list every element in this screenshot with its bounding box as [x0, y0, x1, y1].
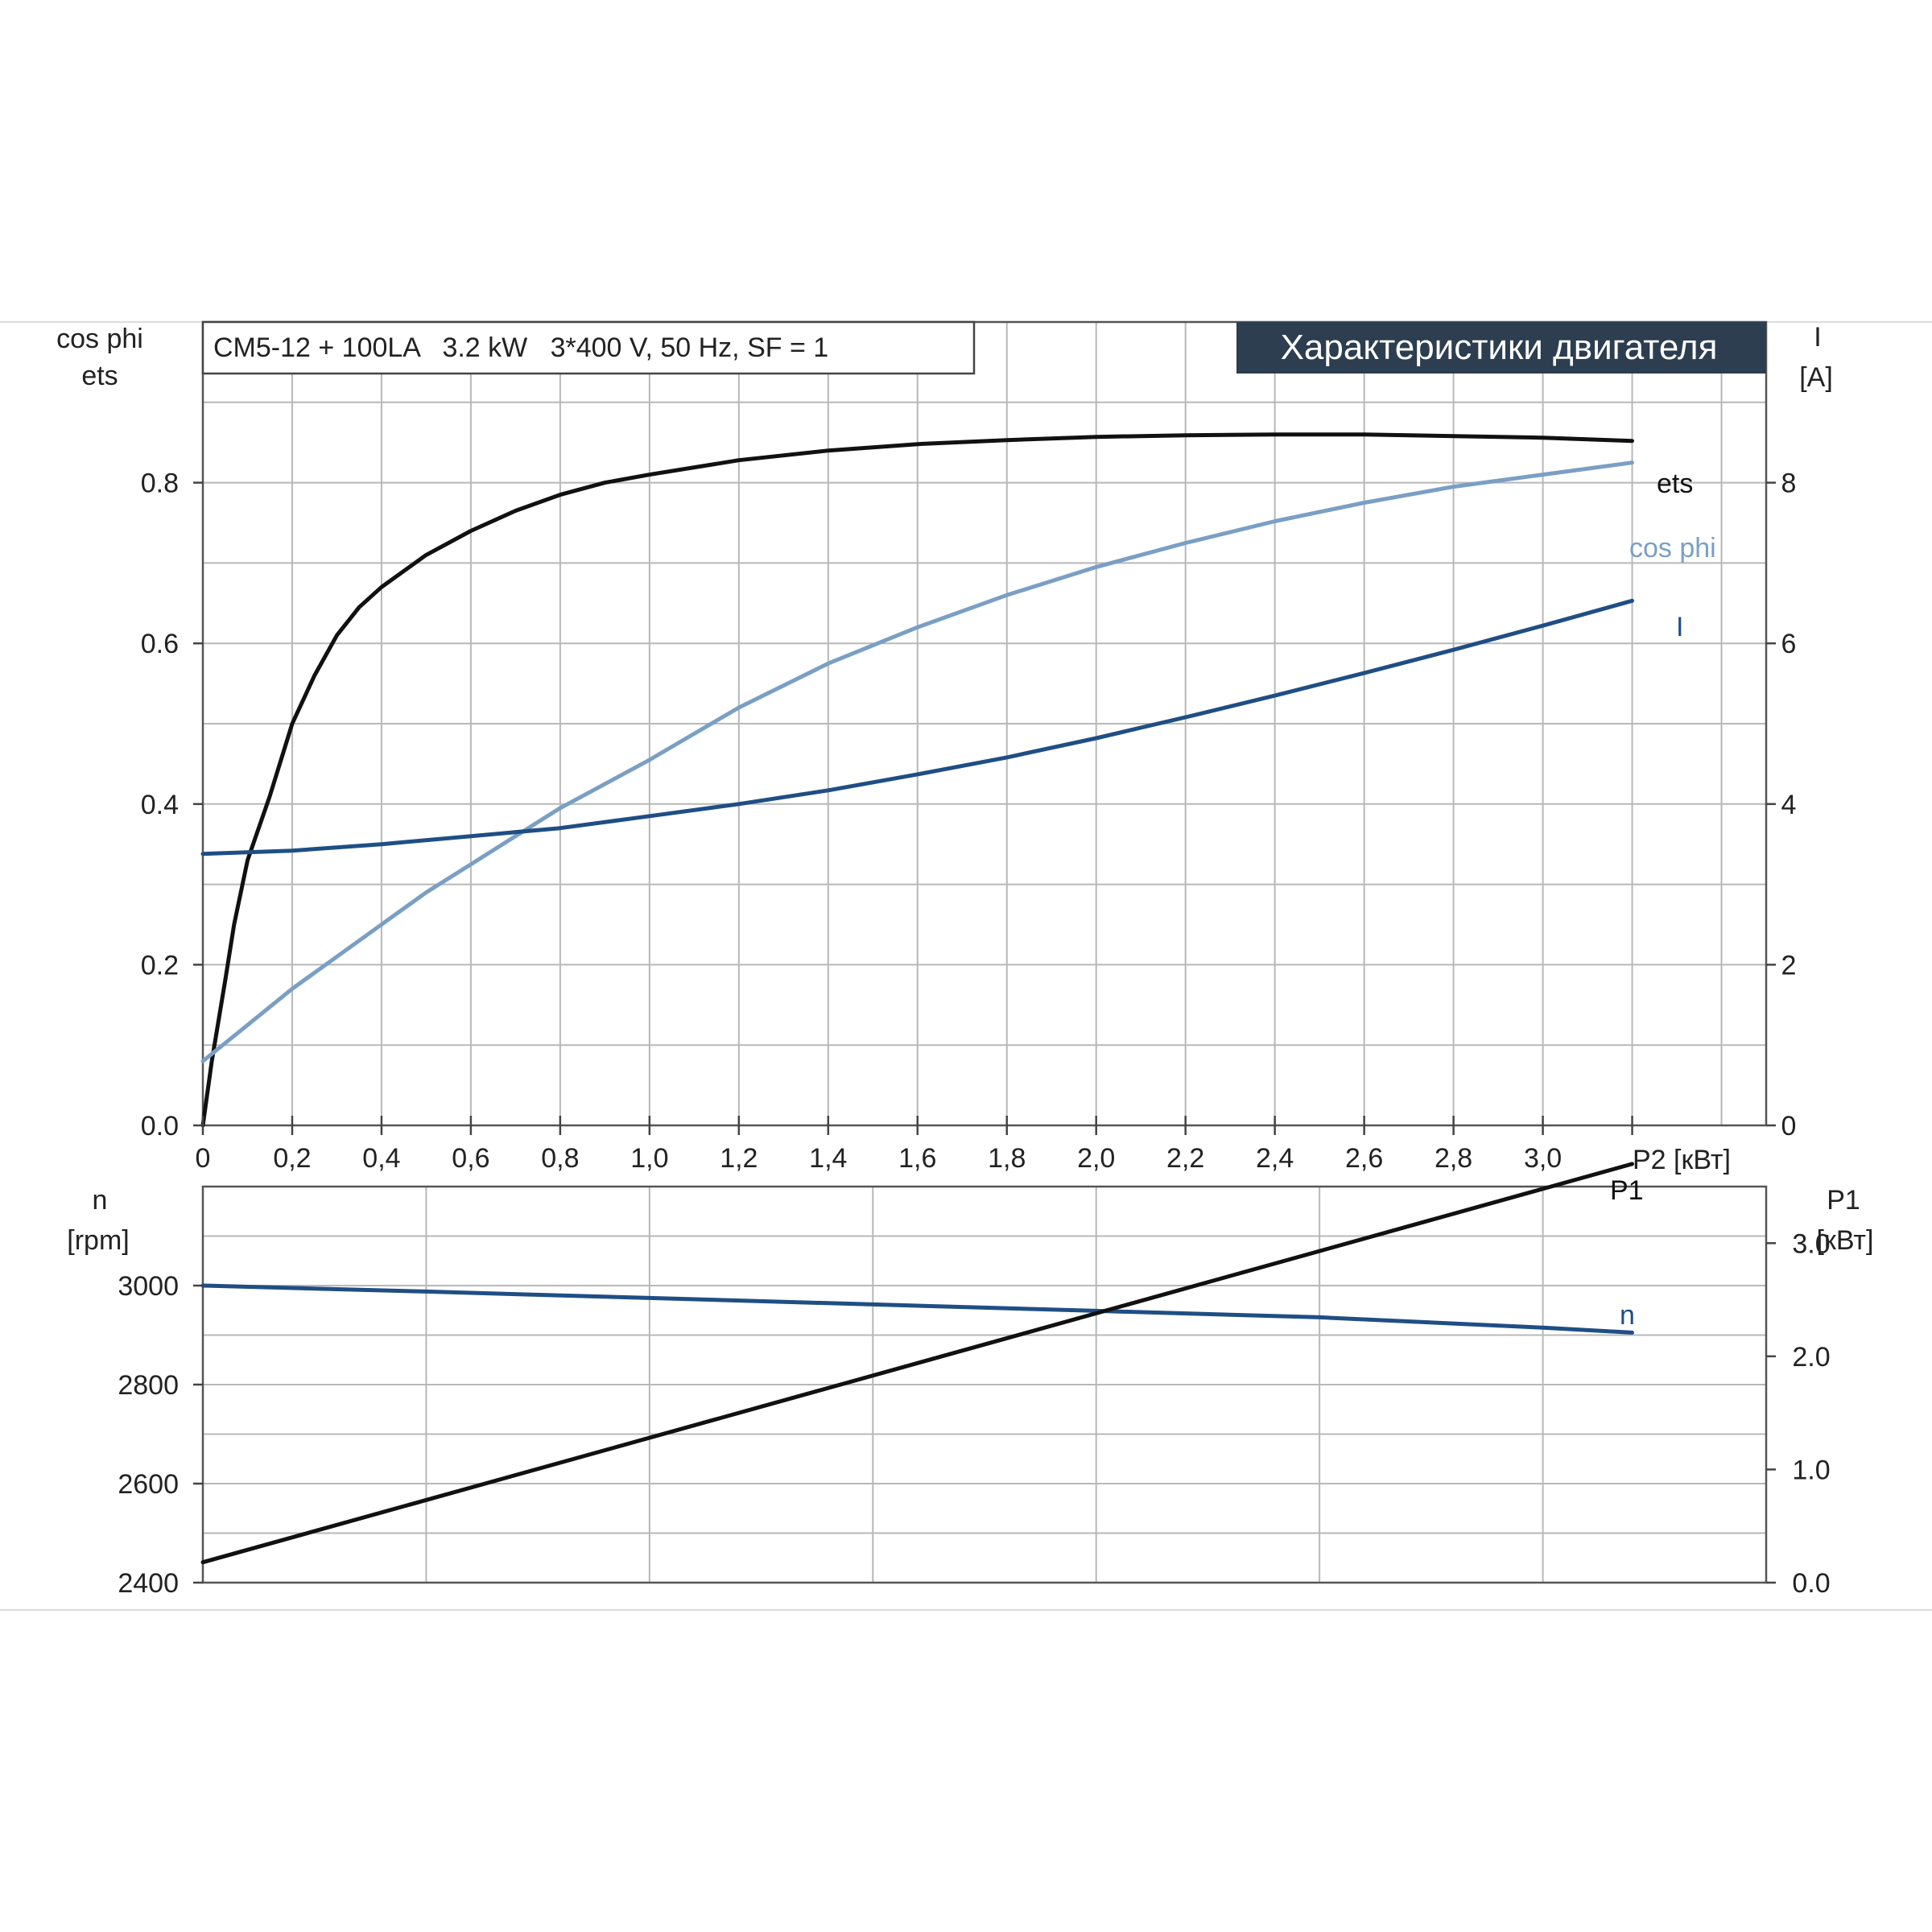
lower-left-tick-labels: 2400 2600 2800 3000 [118, 1271, 203, 1599]
x-tick-label: 1,0 [630, 1143, 668, 1174]
upper-left-axis-label-1: cos phi [56, 324, 143, 354]
speed-curve [200, 1283, 1634, 1335]
left-tick-label: 0.2 [141, 950, 179, 980]
x-tick-label: 0,8 [541, 1143, 579, 1174]
left-tick-label: 0.0 [141, 1111, 179, 1141]
x-tick-label: 2,8 [1435, 1143, 1472, 1174]
lower-left-axis-label-2: [rpm] [67, 1225, 129, 1256]
ets-curve [200, 432, 1634, 1128]
x-tick-label: 0,6 [452, 1143, 489, 1174]
x-tick-label: 1,2 [720, 1143, 758, 1174]
lower-curves [200, 1162, 1634, 1565]
upper-curves [200, 432, 1634, 1128]
cos-phi-series-label: cos phi [1629, 533, 1716, 564]
lower-grid [203, 1187, 1766, 1583]
current-series-label: I [1676, 612, 1683, 642]
cos-phi-curve [200, 460, 1634, 1063]
upper-left-tick-labels: 0.0 0.2 0.4 0.6 0.8 [141, 469, 203, 1141]
x-tick-label: 1,8 [988, 1143, 1026, 1174]
p1-curve [200, 1162, 1634, 1565]
right-tick-label: 6 [1781, 629, 1797, 659]
x-tick-label: 1,6 [898, 1143, 936, 1174]
left-tick-label: 0.8 [141, 469, 179, 499]
right-tick-label: 0 [1781, 1111, 1797, 1141]
x-tick-label: 2,2 [1166, 1143, 1204, 1174]
lower-right-tick-label: 3.0 [1792, 1228, 1830, 1259]
ets-series-label: ets [1657, 469, 1693, 499]
upper-right-tick-labels: 0 2 4 6 8 [1766, 469, 1796, 1141]
upper-grid [203, 322, 1766, 1125]
model-text: CM5-12 + 100LA 3.2 kW 3*400 V, 50 Hz, SF… [213, 332, 828, 363]
lower-right-tick-labels: 0.0 1.0 2.0 3.0 [1766, 1228, 1831, 1599]
left-tick-label: 0.4 [141, 790, 179, 820]
x-tick-label: 2,6 [1345, 1143, 1383, 1174]
lower-right-tick-label: 1.0 [1792, 1455, 1830, 1485]
current-curve [200, 598, 1634, 857]
lower-left-tick-label: 2600 [118, 1469, 179, 1500]
chart-title-text: Характеристики двигателя [1281, 328, 1718, 367]
lower-right-tick-label: 0.0 [1792, 1568, 1830, 1599]
x-tick-label: 3,0 [1524, 1143, 1562, 1174]
right-tick-label: 2 [1781, 950, 1797, 980]
lower-left-axis-label-1: n [93, 1185, 108, 1216]
upper-panel: 0 0,2 0,4 0,6 0,8 1,0 1,2 1,4 1,6 1,8 2,0 2,2 2,4 2,6… [56, 320, 1833, 1175]
speed-series-label: n [1620, 1300, 1635, 1331]
left-tick-label: 0.6 [141, 629, 179, 659]
x-tick-label: 2,0 [1077, 1143, 1115, 1174]
x-tick-label: 2,4 [1256, 1143, 1294, 1174]
upper-left-axis-label-2: ets [81, 361, 118, 391]
model-box [201, 320, 976, 375]
x-tick-label: 1,4 [809, 1143, 847, 1174]
x-tick-label: 0,4 [362, 1143, 400, 1174]
lower-left-tick-label: 2800 [118, 1370, 179, 1401]
lower-left-tick-label: 2400 [118, 1568, 179, 1599]
lower-right-axis-label-1: P1 [1827, 1185, 1860, 1216]
title-box [1236, 322, 1766, 374]
right-tick-label: 4 [1781, 790, 1797, 820]
upper-x-tick-labels: 0 0,2 0,4 0,6 0,8 1,0 1,2 1,4 1,6 1,8 2,0 2,2 2,4 2,6… [196, 1116, 1633, 1174]
upper-plot-frame [201, 320, 1768, 1127]
right-tick-label: 8 [1781, 469, 1797, 499]
upper-right-axis-label-1: I [1814, 322, 1821, 353]
p1-series-label: P1 [1610, 1175, 1644, 1206]
lower-panel: 2400 2600 2800 3000 0.0 1.0 2.0 3.0 n [rpm] P1… [67, 1162, 1874, 1599]
lower-right-axis-label-2: [кВт] [1817, 1225, 1874, 1256]
lower-left-tick-label: 3000 [118, 1271, 179, 1302]
upper-right-axis-label-2: [A] [1799, 362, 1833, 393]
lower-right-tick-label: 2.0 [1792, 1342, 1830, 1373]
x-axis-label: P2 [кВт] [1633, 1145, 1731, 1175]
x-tick-label: 0 [196, 1143, 211, 1174]
x-tick-label: 0,2 [273, 1143, 311, 1174]
